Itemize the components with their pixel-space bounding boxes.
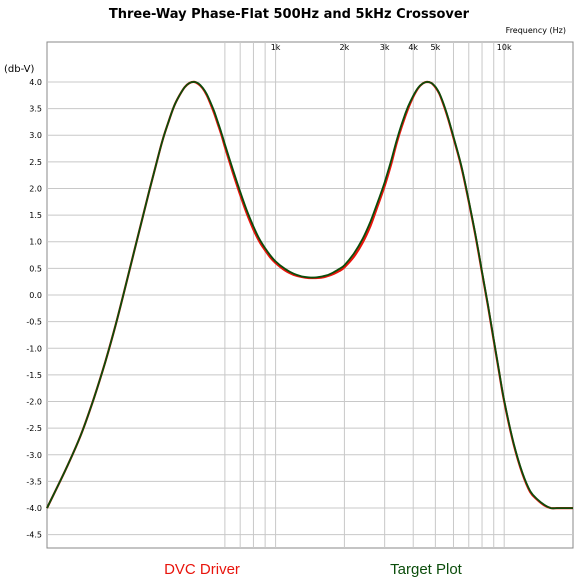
x-tick-label: 4k [408,43,418,52]
x-gridlines [224,42,505,548]
frequency-axis-label: Frequency (Hz) [506,26,566,35]
y-tick-label: 1.5 [29,211,42,220]
y-tick-label: 1.0 [29,238,42,247]
x-tick-label: 1k [271,43,281,52]
y-tick-label: -1.0 [26,344,42,353]
series-lines [46,80,573,510]
y-tick-label: -2.5 [26,424,42,433]
y-tick-label: 2.5 [29,158,42,167]
y-tick-label: 2.0 [29,184,42,193]
y-tick-label: 4.0 [29,78,42,87]
y-tick-label: -4.0 [26,504,42,513]
y-tick-label: -2.0 [26,398,42,407]
series-line-target-plot [46,81,573,510]
y-tick-label: 0.5 [29,264,42,273]
y-tick-label: 0.0 [29,291,42,300]
y-tick-label: -1.5 [26,371,42,380]
y-axis-label: (db-V) [4,64,34,75]
y-gridlines [47,81,573,536]
y-tick-label: -3.0 [26,451,42,460]
legend-target-plot: Target Plot [390,561,463,578]
x-tick-labels: 1k 2k 3k 4k 5k 10k [271,43,512,52]
legend-dvc-driver: DVC Driver [164,561,240,578]
x-tick-label: 10k [497,43,512,52]
y-tick-label: -3.5 [26,477,42,486]
y-tick-label: 3.0 [29,131,42,140]
y-tick-label: -4.5 [26,531,42,540]
x-tick-label: 2k [340,43,350,52]
y-tick-label: -0.5 [26,318,42,327]
chart-title: Three-Way Phase-Flat 500Hz and 5kHz Cros… [109,7,470,22]
y-tick-labels: 4.0 3.5 3.0 2.5 2.0 1.5 1.0 0.5 0.0 -0.5 -1.0 -1.5 -… [26,78,42,540]
y-tick-label: 3.5 [29,105,42,114]
x-tick-label: 5k [431,43,441,52]
x-tick-label: 3k [380,43,390,52]
